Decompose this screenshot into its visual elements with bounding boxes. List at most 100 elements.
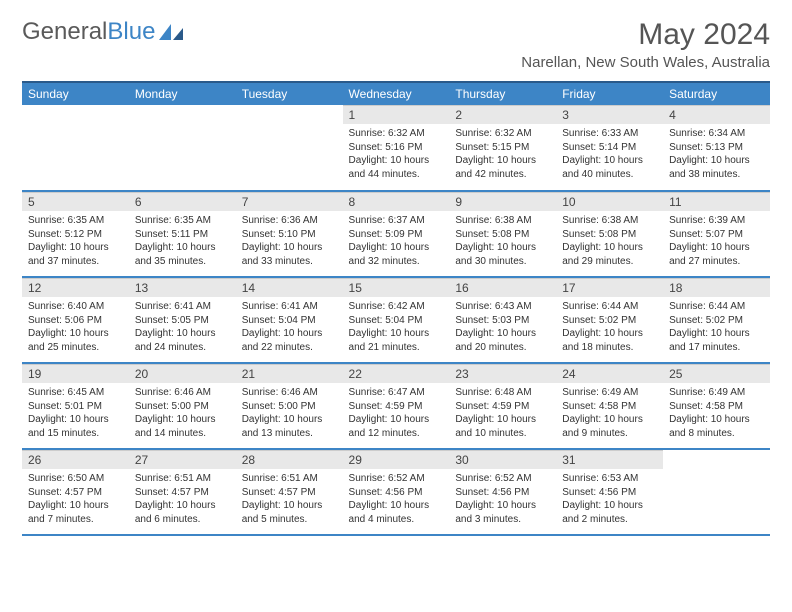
title-block: May 2024 Narellan, New South Wales, Aust… [521, 18, 770, 71]
weekday-header: Friday [556, 82, 663, 105]
day-number: 1 [343, 105, 450, 124]
day-number: 11 [663, 192, 770, 211]
day-content: Sunrise: 6:45 AMSunset: 5:01 PMDaylight:… [22, 383, 129, 442]
day-content: Sunrise: 6:33 AMSunset: 5:14 PMDaylight:… [556, 124, 663, 183]
calendar-cell: 26Sunrise: 6:50 AMSunset: 4:57 PMDayligh… [22, 449, 129, 535]
day-number: 27 [129, 450, 236, 469]
day-content: Sunrise: 6:38 AMSunset: 5:08 PMDaylight:… [449, 211, 556, 270]
day-number: 13 [129, 278, 236, 297]
calendar-row: 12Sunrise: 6:40 AMSunset: 5:06 PMDayligh… [22, 277, 770, 363]
calendar-cell: 17Sunrise: 6:44 AMSunset: 5:02 PMDayligh… [556, 277, 663, 363]
day-content: Sunrise: 6:39 AMSunset: 5:07 PMDaylight:… [663, 211, 770, 270]
calendar-cell: 11Sunrise: 6:39 AMSunset: 5:07 PMDayligh… [663, 191, 770, 277]
day-number: 9 [449, 192, 556, 211]
calendar-cell: 9Sunrise: 6:38 AMSunset: 5:08 PMDaylight… [449, 191, 556, 277]
calendar-row: 19Sunrise: 6:45 AMSunset: 5:01 PMDayligh… [22, 363, 770, 449]
day-number: 24 [556, 364, 663, 383]
calendar-cell: 20Sunrise: 6:46 AMSunset: 5:00 PMDayligh… [129, 363, 236, 449]
calendar-body: ......1Sunrise: 6:32 AMSunset: 5:16 PMDa… [22, 105, 770, 535]
day-number: 25 [663, 364, 770, 383]
day-number: 17 [556, 278, 663, 297]
day-number: 14 [236, 278, 343, 297]
logo: GeneralBlue [22, 18, 185, 46]
day-content: Sunrise: 6:44 AMSunset: 5:02 PMDaylight:… [556, 297, 663, 356]
day-content: Sunrise: 6:40 AMSunset: 5:06 PMDaylight:… [22, 297, 129, 356]
calendar-cell: 15Sunrise: 6:42 AMSunset: 5:04 PMDayligh… [343, 277, 450, 363]
day-content: Sunrise: 6:50 AMSunset: 4:57 PMDaylight:… [22, 469, 129, 528]
calendar-row: ......1Sunrise: 6:32 AMSunset: 5:16 PMDa… [22, 105, 770, 191]
day-number: 22 [343, 364, 450, 383]
logo-word-1: General [22, 18, 107, 45]
day-content: Sunrise: 6:46 AMSunset: 5:00 PMDaylight:… [236, 383, 343, 442]
calendar-row: 26Sunrise: 6:50 AMSunset: 4:57 PMDayligh… [22, 449, 770, 535]
day-number: 31 [556, 450, 663, 469]
day-number: 7 [236, 192, 343, 211]
location-text: Narellan, New South Wales, Australia [521, 54, 770, 71]
day-number: 8 [343, 192, 450, 211]
day-number: 26 [22, 450, 129, 469]
day-content: Sunrise: 6:52 AMSunset: 4:56 PMDaylight:… [449, 469, 556, 528]
day-number: 30 [449, 450, 556, 469]
calendar-cell: 19Sunrise: 6:45 AMSunset: 5:01 PMDayligh… [22, 363, 129, 449]
weekday-header: Tuesday [236, 82, 343, 105]
day-number: 28 [236, 450, 343, 469]
weekday-header: Saturday [663, 82, 770, 105]
calendar-cell: 13Sunrise: 6:41 AMSunset: 5:05 PMDayligh… [129, 277, 236, 363]
day-content: Sunrise: 6:37 AMSunset: 5:09 PMDaylight:… [343, 211, 450, 270]
calendar-cell: 4Sunrise: 6:34 AMSunset: 5:13 PMDaylight… [663, 105, 770, 191]
day-number: 6 [129, 192, 236, 211]
logo-word-2: Blue [107, 18, 155, 45]
month-title: May 2024 [521, 18, 770, 52]
calendar-cell-empty: .. [236, 105, 343, 191]
day-content: Sunrise: 6:51 AMSunset: 4:57 PMDaylight:… [236, 469, 343, 528]
day-content: Sunrise: 6:49 AMSunset: 4:58 PMDaylight:… [556, 383, 663, 442]
calendar-cell: 5Sunrise: 6:35 AMSunset: 5:12 PMDaylight… [22, 191, 129, 277]
calendar-cell: 25Sunrise: 6:49 AMSunset: 4:58 PMDayligh… [663, 363, 770, 449]
day-content: Sunrise: 6:42 AMSunset: 5:04 PMDaylight:… [343, 297, 450, 356]
day-number: 16 [449, 278, 556, 297]
calendar-cell: 8Sunrise: 6:37 AMSunset: 5:09 PMDaylight… [343, 191, 450, 277]
day-content: Sunrise: 6:38 AMSunset: 5:08 PMDaylight:… [556, 211, 663, 270]
day-content: Sunrise: 6:36 AMSunset: 5:10 PMDaylight:… [236, 211, 343, 270]
weekday-header: Sunday [22, 82, 129, 105]
logo-sail-icon [157, 22, 185, 42]
calendar-cell: 22Sunrise: 6:47 AMSunset: 4:59 PMDayligh… [343, 363, 450, 449]
calendar-cell: 14Sunrise: 6:41 AMSunset: 5:04 PMDayligh… [236, 277, 343, 363]
calendar-cell: 12Sunrise: 6:40 AMSunset: 5:06 PMDayligh… [22, 277, 129, 363]
day-content: Sunrise: 6:41 AMSunset: 5:05 PMDaylight:… [129, 297, 236, 356]
calendar-cell: 29Sunrise: 6:52 AMSunset: 4:56 PMDayligh… [343, 449, 450, 535]
calendar-cell-empty: .. [22, 105, 129, 191]
day-content: Sunrise: 6:46 AMSunset: 5:00 PMDaylight:… [129, 383, 236, 442]
calendar-cell: 10Sunrise: 6:38 AMSunset: 5:08 PMDayligh… [556, 191, 663, 277]
day-number: 18 [663, 278, 770, 297]
logo-text: GeneralBlue [22, 18, 155, 46]
calendar-cell: 16Sunrise: 6:43 AMSunset: 5:03 PMDayligh… [449, 277, 556, 363]
weekday-header: Monday [129, 82, 236, 105]
calendar-head: SundayMondayTuesdayWednesdayThursdayFrid… [22, 82, 770, 105]
day-number: 29 [343, 450, 450, 469]
calendar-row: 5Sunrise: 6:35 AMSunset: 5:12 PMDaylight… [22, 191, 770, 277]
calendar-cell: 27Sunrise: 6:51 AMSunset: 4:57 PMDayligh… [129, 449, 236, 535]
day-number: 10 [556, 192, 663, 211]
calendar-cell: 7Sunrise: 6:36 AMSunset: 5:10 PMDaylight… [236, 191, 343, 277]
calendar-cell: 3Sunrise: 6:33 AMSunset: 5:14 PMDaylight… [556, 105, 663, 191]
day-content: Sunrise: 6:35 AMSunset: 5:12 PMDaylight:… [22, 211, 129, 270]
day-number: 19 [22, 364, 129, 383]
day-content: Sunrise: 6:35 AMSunset: 5:11 PMDaylight:… [129, 211, 236, 270]
calendar-cell: 24Sunrise: 6:49 AMSunset: 4:58 PMDayligh… [556, 363, 663, 449]
day-number: 15 [343, 278, 450, 297]
day-number: 12 [22, 278, 129, 297]
day-number: 3 [556, 105, 663, 124]
calendar-cell-empty: .. [129, 105, 236, 191]
day-content: Sunrise: 6:48 AMSunset: 4:59 PMDaylight:… [449, 383, 556, 442]
day-number: 23 [449, 364, 556, 383]
header: GeneralBlue May 2024 Narellan, New South… [22, 18, 770, 71]
weekday-row: SundayMondayTuesdayWednesdayThursdayFrid… [22, 82, 770, 105]
day-content: Sunrise: 6:44 AMSunset: 5:02 PMDaylight:… [663, 297, 770, 356]
day-number: 2 [449, 105, 556, 124]
day-content: Sunrise: 6:52 AMSunset: 4:56 PMDaylight:… [343, 469, 450, 528]
weekday-header: Wednesday [343, 82, 450, 105]
day-content: Sunrise: 6:51 AMSunset: 4:57 PMDaylight:… [129, 469, 236, 528]
day-number: 4 [663, 105, 770, 124]
day-number: 20 [129, 364, 236, 383]
